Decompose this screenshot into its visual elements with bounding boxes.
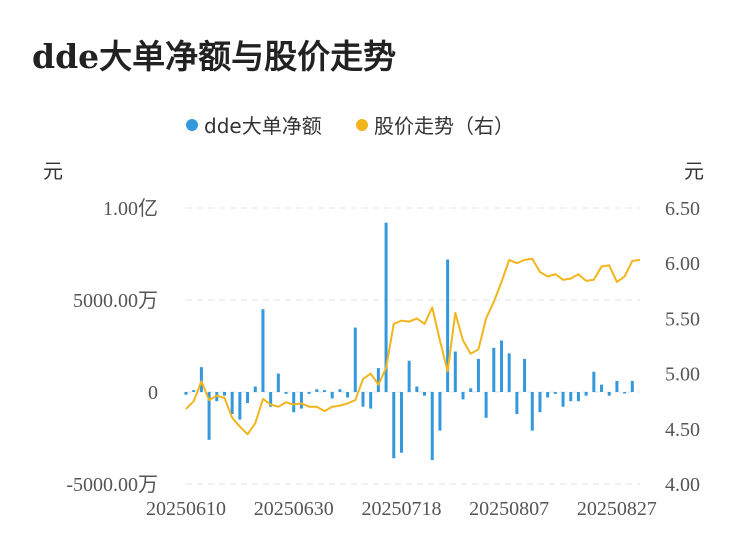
dde-bar [492, 347, 496, 392]
dde-bar [446, 259, 450, 392]
dde-bar [592, 371, 596, 392]
x-axis-tick-label: 20250630 [254, 498, 334, 520]
right-axis-unit: 元 [684, 159, 704, 183]
dde-bar [353, 327, 357, 392]
dde-bar [546, 392, 550, 398]
dde-bar [515, 392, 519, 415]
left-axis-tick-label: -5000.00万 [66, 474, 158, 496]
x-axis-tick-label: 20250718 [361, 498, 441, 520]
dde-bar [630, 380, 634, 392]
dde-bar [199, 367, 203, 392]
dde-bar [330, 392, 334, 399]
dde-bar [523, 358, 527, 392]
dde-bar [507, 353, 511, 392]
right-axis-tick-label: 4.50 [665, 419, 700, 441]
dde-bar [569, 392, 573, 402]
dde-bar [246, 392, 250, 404]
x-axis-tick-label: 20250610 [146, 498, 226, 520]
left-axis-tick-label: 1.00亿 [103, 197, 158, 220]
dde-bar [338, 389, 342, 392]
dde-bar [207, 392, 211, 440]
dde-bar [284, 392, 288, 394]
dde-bar [538, 392, 542, 413]
dde-bar [430, 392, 434, 461]
dde-bar [461, 392, 465, 400]
left-axis-tick-label: 0 [148, 382, 158, 404]
dde-bar [369, 392, 373, 409]
dde-bar [269, 392, 273, 407]
dde-bar [222, 392, 226, 396]
dde-bar [476, 358, 480, 392]
dde-bar [399, 392, 403, 453]
dde-bar [623, 392, 627, 394]
dde-bar [192, 390, 196, 392]
price-line [185, 257, 641, 436]
dde-bar [346, 392, 350, 398]
dde-bar [600, 384, 604, 392]
dde-bar [453, 351, 457, 392]
dde-bar [484, 392, 488, 418]
dde-bar [299, 392, 303, 409]
dde-bar [584, 392, 588, 396]
dde-bar [553, 392, 557, 394]
dde-bar [469, 388, 473, 392]
dde-bar [276, 373, 280, 392]
dde-bar [323, 390, 327, 392]
dde-bar [184, 392, 188, 395]
legend-label-price: 股价走势（右） [374, 114, 514, 138]
dde-bar [238, 392, 242, 420]
page-title: dde大单净额与股价走势 [32, 37, 397, 76]
dde-bar [530, 392, 534, 431]
legend-marker-dde [186, 119, 198, 131]
right-axis-tick-label: 6.00 [665, 253, 700, 275]
x-axis-tick-label: 20250807 [469, 498, 549, 520]
dde-bar [384, 222, 388, 392]
dde-bar [423, 392, 427, 396]
legend-marker-price [356, 119, 368, 131]
dde-bar [499, 340, 503, 392]
dde-bar [407, 360, 411, 392]
dde-bar [230, 392, 234, 415]
dde-bar [307, 392, 311, 394]
dde-bar [438, 392, 442, 431]
right-axis-tick-label: 4.00 [665, 474, 700, 496]
dde-bar [376, 368, 380, 392]
dde-bar [415, 386, 419, 392]
dde-bar [361, 392, 365, 407]
dde-bar [615, 380, 619, 392]
dde-bar [315, 389, 319, 392]
x-axis-tick-label: 20250827 [577, 498, 657, 520]
right-axis-tick-label: 5.50 [665, 308, 700, 330]
dde-bar [392, 392, 396, 459]
right-axis-tick-label: 6.50 [665, 198, 700, 220]
right-axis-tick-label: 5.00 [665, 364, 700, 386]
left-axis-tick-label: 5000.00万 [73, 290, 158, 312]
left-axis-unit: 元 [43, 159, 63, 183]
dde-bar [576, 392, 580, 402]
dde-bar [253, 386, 257, 392]
legend-label-dde: dde大单净额 [204, 114, 322, 138]
dde-bar [561, 392, 565, 407]
dde-bar [261, 309, 265, 392]
dde-bar [292, 392, 296, 413]
dde-bar [607, 392, 611, 396]
